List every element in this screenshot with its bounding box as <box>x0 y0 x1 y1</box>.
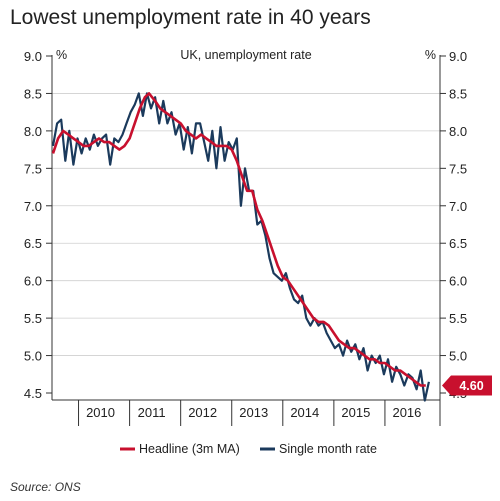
source-note: Source: ONS <box>10 480 81 494</box>
y-tick-label-left: 8.0 <box>24 124 42 139</box>
y-ticks: 4.54.55.05.05.55.56.06.06.56.57.07.07.57… <box>24 49 467 401</box>
callout-badge <box>442 375 492 396</box>
y-tick-label-left: 7.0 <box>24 199 42 214</box>
series-line-single-month <box>51 92 430 402</box>
subtitle: UK, unemployment rate <box>180 48 311 62</box>
y-tick-label-left: 9.0 <box>24 49 42 64</box>
x-tick-label: 2010 <box>86 405 115 420</box>
legend-label-single: Single month rate <box>279 442 377 456</box>
gridlines <box>52 93 440 356</box>
legend: Headline (3m MA) Single month rate <box>120 442 377 456</box>
chart-title: Lowest unemployment rate in 40 years <box>10 6 371 29</box>
y-tick-label-left: 4.5 <box>24 386 42 401</box>
x-tick-label: 2014 <box>290 405 319 420</box>
y-tick-label-left: 5.5 <box>24 311 42 326</box>
y-tick-label-left: 6.0 <box>24 274 42 289</box>
y-unit-right: % <box>425 48 436 62</box>
y-tick-label-right: 7.0 <box>449 199 467 214</box>
x-tick-label: 2013 <box>239 405 268 420</box>
x-tick-label: 2012 <box>188 405 217 420</box>
y-tick-label-right: 9.0 <box>449 49 467 64</box>
latest-value-callout: 4.60 <box>442 375 492 396</box>
callout-label: 4.60 <box>459 379 483 393</box>
x-tick-label: 2016 <box>392 405 421 420</box>
y-tick-label-right: 6.5 <box>449 236 467 251</box>
y-tick-label-left: 7.5 <box>24 161 42 176</box>
y-tick-label-right: 8.0 <box>449 124 467 139</box>
y-tick-label-right: 5.0 <box>449 349 467 364</box>
y-tick-label-left: 6.5 <box>24 236 42 251</box>
y-tick-label-left: 5.0 <box>24 349 42 364</box>
series-line-headline <box>51 92 426 387</box>
y-tick-label-right: 7.5 <box>449 161 467 176</box>
y-tick-label-right: 6.0 <box>449 274 467 289</box>
x-ticks: 2010 2011 2012 2013 2014 2015 2016 <box>78 400 441 426</box>
y-tick-label-right: 8.5 <box>449 86 467 101</box>
x-tick-label: 2015 <box>341 405 370 420</box>
y-tick-label-right: 5.5 <box>449 311 467 326</box>
y-unit-left: % <box>56 48 67 62</box>
y-tick-label-left: 8.5 <box>24 86 42 101</box>
x-tick-label: 2011 <box>138 405 166 420</box>
axes <box>51 55 441 401</box>
legend-label-headline: Headline (3m MA) <box>139 442 240 456</box>
